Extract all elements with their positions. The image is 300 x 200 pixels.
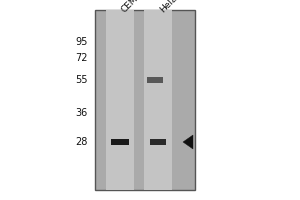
Bar [95,10,195,190]
Text: 72: 72 [76,53,88,63]
Text: 28: 28 [76,137,88,147]
Bar [106,10,134,190]
Text: 36: 36 [76,108,88,118]
Bar [111,139,129,145]
Text: 55: 55 [76,75,88,85]
Text: CEM: CEM [120,0,140,14]
Bar [144,10,172,190]
Text: 95: 95 [76,37,88,47]
Polygon shape [183,135,193,149]
Text: Hela: Hela [158,0,179,14]
Bar [147,77,163,83]
Bar [150,139,166,145]
